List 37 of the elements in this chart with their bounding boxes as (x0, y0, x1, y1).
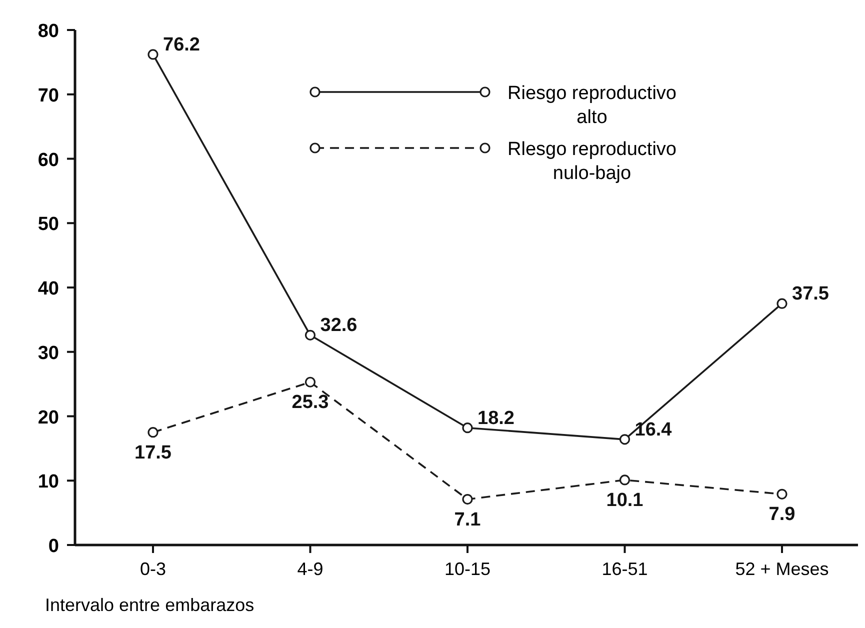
point (619, 434, 630, 445)
point (148, 49, 158, 60)
y-tick-label: 20 (38, 407, 59, 428)
x-tick-label: 16-51 (602, 559, 648, 579)
y-tick-label: 50 (38, 214, 59, 236)
point (462, 494, 473, 505)
data-label: 18.2 (478, 408, 514, 429)
data-label: 7.1 (454, 509, 482, 530)
data-label: 17.5 (134, 442, 172, 464)
data-label: 10.1 (606, 490, 644, 511)
data-label: 25.3 (292, 392, 329, 414)
x-tick-label: 52 + Meses (735, 559, 829, 579)
legend-label: Riesgo reproductivo alto (508, 83, 676, 128)
x-axis-title: Intervalo entre embarazos (45, 595, 254, 615)
y-tick-label: 80 (38, 21, 59, 42)
data-label: 37.5 (792, 284, 830, 305)
y-tick-label: 10 (38, 472, 59, 493)
point (304, 330, 316, 340)
data-label: 16.4 (634, 419, 672, 440)
x-tick-label: 4-9 (297, 559, 324, 579)
x-tick-label: 0-3 (140, 559, 166, 579)
legend-label: Rlesgo reproductivo nulo-bajo (508, 139, 676, 184)
x-tick-label: 10-15 (444, 559, 491, 579)
data-label: 32.6 (320, 315, 358, 336)
point (776, 298, 788, 309)
y-tick-label: 60 (38, 150, 59, 171)
point (776, 488, 788, 500)
y-tick-label: 40 (38, 278, 59, 300)
data-label: 76.2 (163, 34, 200, 56)
y-tick-label: 0 (48, 536, 59, 557)
point (462, 422, 473, 434)
data-label: 7.9 (768, 504, 796, 526)
point (619, 474, 630, 486)
y-tick-label: 30 (38, 342, 59, 364)
point (148, 427, 158, 438)
point (304, 376, 316, 388)
y-tick-label: 70 (38, 85, 59, 106)
